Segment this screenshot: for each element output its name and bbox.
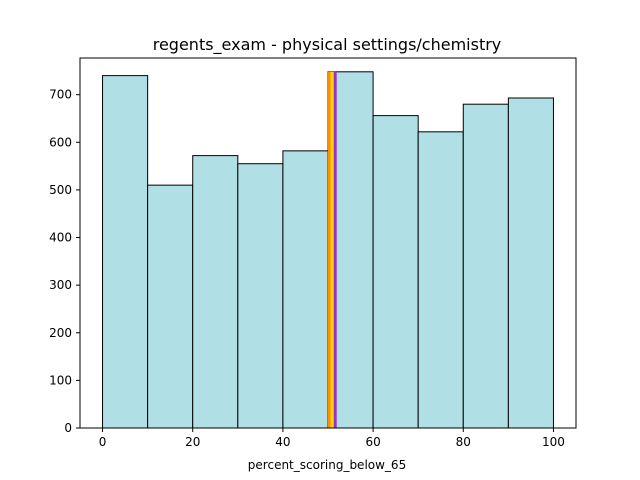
y-tick-label-0: 0 [64,421,72,435]
histogram-bar-3 [237,163,284,429]
histogram-bar-2 [192,155,239,429]
vertical-lines-group [327,71,337,428]
chart-title: regents_exam - physical settings/chemist… [153,35,502,55]
histogram-bar-6 [372,115,419,429]
x-axis-label: percent_scoring_below_65 [248,458,406,472]
histogram-bar-8 [462,103,509,429]
plot-frame [79,57,577,429]
y-tick-label-1: 100 [49,373,72,387]
x-tick-label-2: 40 [275,435,290,449]
x-tick-label-4: 80 [456,435,471,449]
x-tick-label-1: 20 [185,435,200,449]
histogram-bar-9 [507,97,554,429]
y-tick-label-3: 300 [49,278,72,292]
histogram-bar-0 [102,75,149,429]
x-tick-label-0: 0 [99,435,107,449]
y-axis-ticks: 0 100 200 300 400 500 600 700 [49,88,80,435]
histogram-bar-4 [282,150,329,429]
histogram-bar-1 [147,184,194,429]
y-tick-label-7: 700 [49,88,72,102]
x-axis-ticks: 0 20 40 60 80 100 [99,428,565,449]
y-tick-label-6: 600 [49,135,72,149]
y-tick-label-5: 500 [49,183,72,197]
bars-group [102,71,554,429]
y-tick-label-2: 200 [49,326,72,340]
y-tick-label-4: 400 [49,231,72,245]
x-tick-label-5: 100 [542,435,565,449]
histogram-bar-7 [417,131,464,429]
x-tick-label-3: 60 [365,435,380,449]
